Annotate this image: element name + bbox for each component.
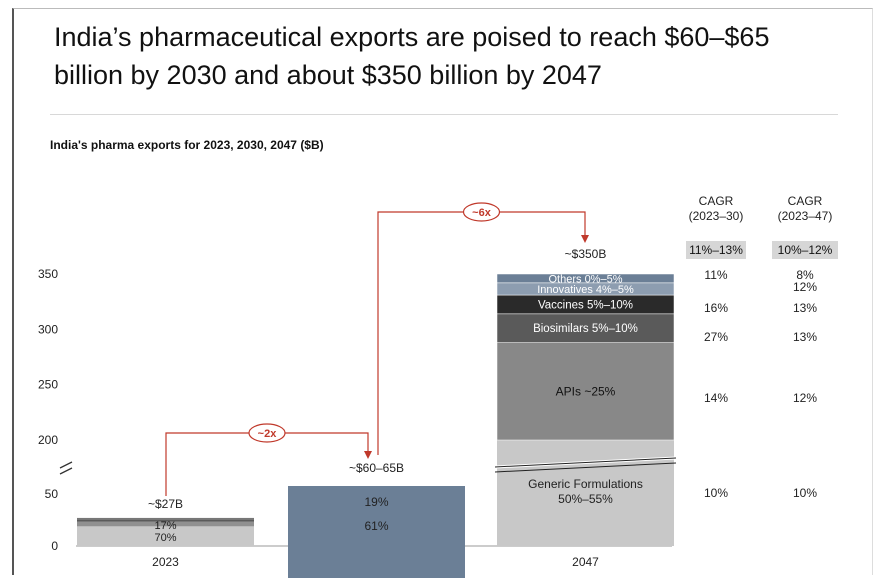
cagr-value-2023-47: 8%	[796, 268, 814, 282]
y-tick-label: 250	[38, 378, 58, 392]
segment-label-innovatives: Innovatives 4%–5%	[537, 284, 634, 296]
axis-break-mark	[59, 461, 73, 469]
multiplier-2x-arrowhead	[364, 451, 372, 459]
cagr-header-2-sub: (2023–47)	[778, 209, 833, 223]
cagr-total-2: 10%–12%	[778, 243, 833, 257]
cagr-value-2023-30: 27%	[704, 330, 728, 344]
multiplier-6x-badge	[462, 202, 501, 222]
cagr-total-highlight	[686, 241, 746, 259]
segment-label-2023: 70%	[154, 532, 176, 544]
bar-total-2030: ~$60–65B	[349, 461, 404, 475]
bar-segment-2023	[77, 517, 254, 520]
cagr-total-highlight	[772, 241, 838, 259]
segment-label-2030: 19%	[364, 495, 388, 509]
bar-segment-2030	[288, 486, 465, 578]
chart-subtitle: India's pharma exports for 2023, 2030, 2…	[50, 138, 324, 152]
cagr-value-2023-47: 13%	[793, 301, 817, 315]
bar-total-2023: ~$27B	[148, 497, 183, 511]
bar-segment-2047	[497, 494, 674, 546]
cagr-header-1-sub: (2023–30)	[689, 209, 744, 223]
bar-total-2047: ~$350B	[565, 247, 607, 261]
multiplier-2x-badge	[248, 423, 286, 443]
cagr-value-2023-30: 14%	[704, 391, 728, 405]
cagr-header-1: CAGR	[699, 194, 734, 208]
cagr-header-2: CAGR	[788, 194, 823, 208]
segment-label-2023: 17%	[154, 520, 176, 532]
cagr-value-2023-30: 10%	[704, 486, 728, 500]
segment-label-generic: 50%–55%	[558, 492, 613, 506]
x-tick-label: 2047	[572, 555, 599, 569]
segment-label-2030: 61%	[364, 519, 388, 533]
bar-break-mark	[494, 462, 677, 473]
y-tick-label: 200	[38, 433, 58, 447]
bar-segment-2023	[77, 520, 254, 522]
cagr-value-2023-47: 12%	[793, 391, 817, 405]
x-tick-label: 2023	[152, 555, 179, 569]
segment-label-generic: Generic Formulations	[528, 477, 643, 491]
bar-segment-2047	[496, 342, 675, 441]
bar-segment-2023	[77, 526, 254, 546]
segment-label-others: Others 0%–5%	[549, 273, 623, 285]
cagr-value-2023-47: 10%	[793, 486, 817, 500]
y-tick-label: 50	[45, 487, 59, 501]
y-tick-label: 350	[38, 267, 58, 281]
cagr-value-2023-30: 11%	[704, 268, 727, 282]
cagr-value-2023-30: 16%	[704, 301, 728, 315]
bar-break-mark	[494, 457, 677, 468]
multiplier-6x-arrowhead	[581, 235, 589, 243]
y-tick-label: 0	[51, 539, 58, 553]
cagr-value-2023-47: 12%	[793, 280, 817, 294]
segment-label-apis: APIs ~25%	[556, 384, 616, 398]
bar-segment-2047	[496, 313, 675, 343]
page-title: India’s pharmaceutical exports are poise…	[54, 22, 770, 90]
title-divider	[50, 114, 838, 115]
y-tick-label: 300	[38, 322, 58, 336]
bar-segment-2047	[496, 273, 675, 284]
cagr-value-2023-47: 13%	[793, 330, 817, 344]
multiplier-6x-label: ~6x	[472, 207, 492, 219]
cagr-total-1: 11%–13%	[689, 243, 743, 257]
segment-label-biosimilars: Biosimilars 5%–10%	[533, 323, 638, 335]
segment-label-vaccines: Vaccines 5%–10%	[538, 299, 633, 311]
slide-frame	[12, 8, 873, 575]
multiplier-2x-label: ~2x	[258, 428, 278, 440]
bar-segment-2023	[77, 521, 254, 527]
axis-break-mark	[59, 467, 73, 475]
